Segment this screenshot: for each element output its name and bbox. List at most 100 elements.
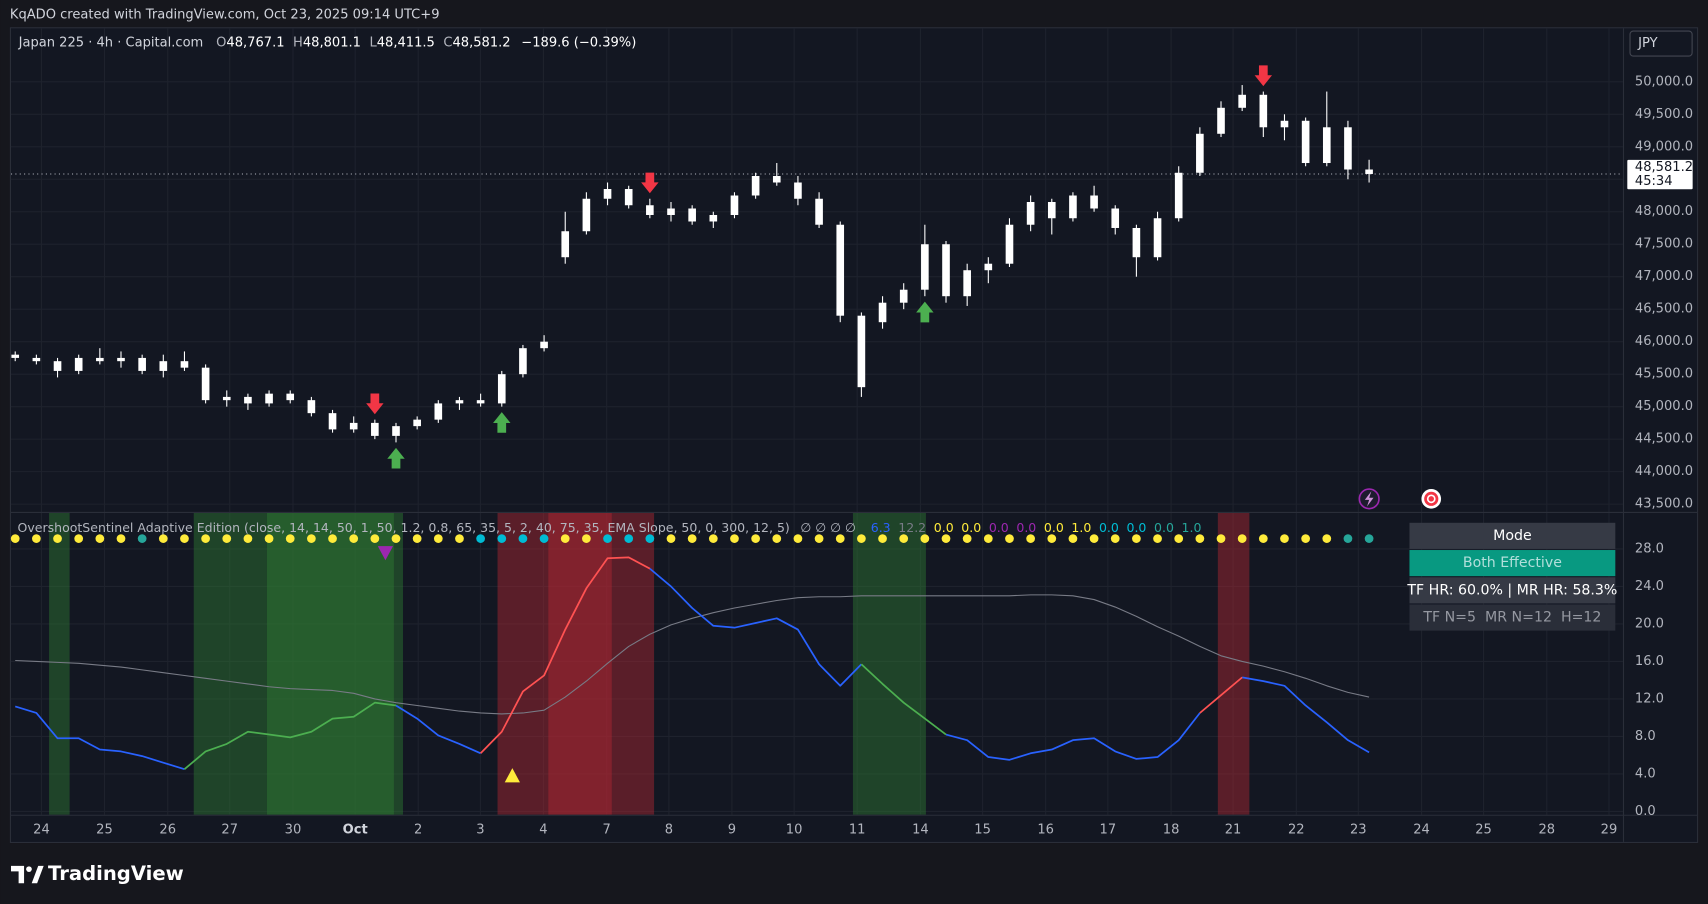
zone	[266, 512, 394, 815]
ohlc-key: O	[216, 35, 226, 50]
candle-body	[286, 393, 295, 401]
table-cell	[1409, 604, 1616, 631]
y-tick-label: 44,000.0	[1635, 464, 1693, 479]
x-tick-label: 21	[1225, 822, 1242, 837]
candle-body	[794, 182, 802, 199]
candle-body	[1259, 94, 1268, 128]
state-dot	[1068, 534, 1078, 543]
state-dot	[1216, 534, 1226, 543]
y-tick-label: 47,500.0	[1635, 237, 1693, 252]
state-dot	[328, 534, 337, 543]
candle-body	[984, 263, 993, 271]
state-dot	[10, 534, 20, 543]
x-tick-label: 10	[786, 822, 803, 837]
candle-body	[815, 198, 823, 225]
buy-arrow	[493, 412, 511, 433]
sell-arrow	[641, 172, 659, 194]
state-dot	[370, 534, 380, 543]
candle-body	[1005, 224, 1014, 264]
state-dot	[476, 534, 485, 543]
indicator-empty-outputs: ∅ ∅ ∅ ∅	[800, 520, 856, 535]
currency-button[interactable]	[1629, 30, 1693, 57]
last-price-label: 48,581.2	[1635, 160, 1693, 175]
x-tick-label: 25	[96, 822, 113, 837]
state-dot	[920, 534, 930, 543]
state-dot	[1258, 534, 1268, 543]
x-tick-label: 8	[665, 822, 673, 837]
candle-body	[878, 302, 887, 323]
indicator-output: 0.0	[1016, 520, 1036, 535]
indicator-output: 0.0	[1099, 520, 1119, 535]
state-dot	[1047, 534, 1057, 543]
y-tick-label: 45,500.0	[1635, 367, 1693, 382]
state-dot	[941, 534, 951, 543]
state-dot	[158, 534, 168, 543]
state-dot	[1237, 534, 1247, 543]
x-tick-label: 23	[1350, 822, 1367, 837]
indicator-output: 6.3	[871, 520, 891, 535]
state-dot	[222, 534, 232, 543]
state-dot	[582, 534, 591, 543]
candle-body	[222, 396, 231, 401]
candle-body	[138, 357, 146, 371]
state-dot	[1026, 534, 1035, 543]
y-tick-label: 44,500.0	[1635, 432, 1693, 447]
x-tick-label: 4	[539, 822, 547, 837]
candle-body	[74, 357, 83, 371]
candle-body	[328, 413, 337, 430]
x-tick-label: Oct	[343, 822, 368, 837]
x-tick-label: 26	[159, 822, 176, 837]
state-dot	[772, 534, 782, 543]
state-dot	[624, 534, 634, 543]
candle-body	[180, 361, 189, 368]
currency-label[interactable]: JPY	[1637, 36, 1657, 51]
state-dot	[1005, 534, 1014, 543]
last-price-box	[1627, 159, 1693, 190]
ohlc-key: H	[293, 35, 303, 50]
state-dot	[518, 534, 528, 543]
state-dot	[264, 534, 274, 543]
candle-body	[688, 208, 696, 222]
candle-body	[413, 419, 421, 427]
indicator-line	[14, 567, 1370, 771]
candle-body	[709, 214, 718, 222]
zone	[193, 512, 403, 815]
candle-body	[921, 244, 929, 290]
candle-body	[349, 422, 358, 430]
state-dot	[814, 534, 824, 543]
x-tick-label: 7	[603, 822, 611, 837]
table-text: Mode	[1493, 528, 1532, 544]
indicator-line	[15, 594, 1370, 715]
candle-body	[1344, 127, 1352, 170]
ohlc-value: 48,411.5	[377, 35, 435, 50]
state-dot	[53, 534, 62, 543]
state-dot	[349, 534, 359, 543]
zone	[548, 512, 612, 815]
candle-body	[1301, 120, 1310, 164]
state-dot	[116, 534, 126, 543]
buy-arrow	[387, 447, 405, 469]
x-tick-label: 14	[912, 822, 929, 837]
candle-body	[836, 224, 845, 316]
zones	[49, 512, 1250, 815]
state-dot	[687, 534, 697, 543]
indicator-output: 12.2	[898, 520, 926, 535]
state-dot	[666, 534, 676, 543]
state-dot	[962, 534, 972, 543]
x-tick-label: 16	[1037, 822, 1054, 837]
logo-icon	[10, 865, 44, 884]
candle-body	[1090, 195, 1098, 209]
sell-arrow	[366, 393, 384, 415]
zone	[852, 512, 926, 815]
candle-body	[963, 270, 971, 297]
logo-text: TradingView	[48, 862, 184, 885]
table-cell	[1409, 522, 1616, 549]
chart-frame	[9, 27, 1699, 844]
symbol-legend: Japan 225 · 4h · Capital.com O48,767.1 H…	[18, 35, 637, 50]
state-dot	[983, 534, 993, 543]
candle-body	[667, 208, 675, 215]
candle-body	[53, 361, 62, 371]
y2-tick-label: 20.0	[1635, 616, 1664, 631]
candle-body	[265, 393, 273, 404]
